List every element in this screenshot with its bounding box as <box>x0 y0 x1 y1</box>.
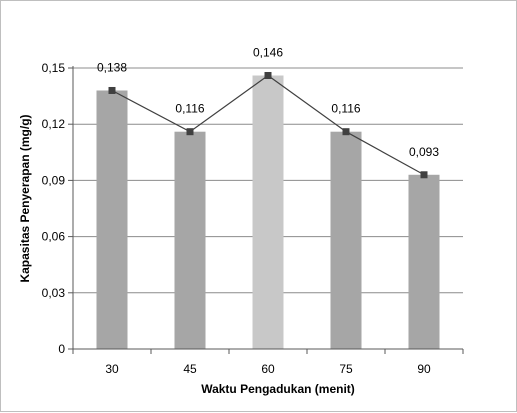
x-tick-label: 45 <box>183 362 197 376</box>
x-tick-label: 90 <box>417 362 431 376</box>
labels: 0 0,03 0,06 0,09 0,12 0,15 30 45 60 75 90 0,138 0,11… <box>42 45 440 376</box>
trend-line <box>108 71 428 179</box>
line-marker <box>264 71 272 79</box>
line-marker <box>108 86 116 94</box>
line-marker <box>186 128 194 136</box>
data-label: 0,093 <box>409 145 439 159</box>
line-marker <box>342 128 350 136</box>
x-tick-label: 75 <box>339 362 353 376</box>
y-tick-label: 0 <box>58 342 65 356</box>
bar <box>252 75 284 349</box>
bar <box>174 131 206 349</box>
y-tick-label: 0,06 <box>42 230 66 244</box>
bar <box>330 131 362 349</box>
data-label: 0,138 <box>97 60 127 74</box>
y-tick-label: 0,09 <box>42 173 66 187</box>
x-axis-title: Waktu Pengadukan (menit) <box>201 382 355 396</box>
bar <box>408 174 440 349</box>
bar <box>96 90 128 349</box>
bars <box>96 75 440 349</box>
data-label: 0,116 <box>175 102 204 116</box>
axes <box>68 66 464 354</box>
y-axis-title: Kapasitas Penyerapan (mg/g) <box>18 114 32 282</box>
y-tick-label: 0,12 <box>42 117 66 131</box>
data-label: 0,116 <box>331 102 360 116</box>
y-tick-label: 0,15 <box>42 61 66 75</box>
x-tick-label: 30 <box>105 362 119 376</box>
y-tick-label: 0,03 <box>42 286 66 300</box>
line-marker <box>420 171 428 179</box>
x-tick-label: 60 <box>261 362 275 376</box>
data-label: 0,146 <box>253 45 283 59</box>
